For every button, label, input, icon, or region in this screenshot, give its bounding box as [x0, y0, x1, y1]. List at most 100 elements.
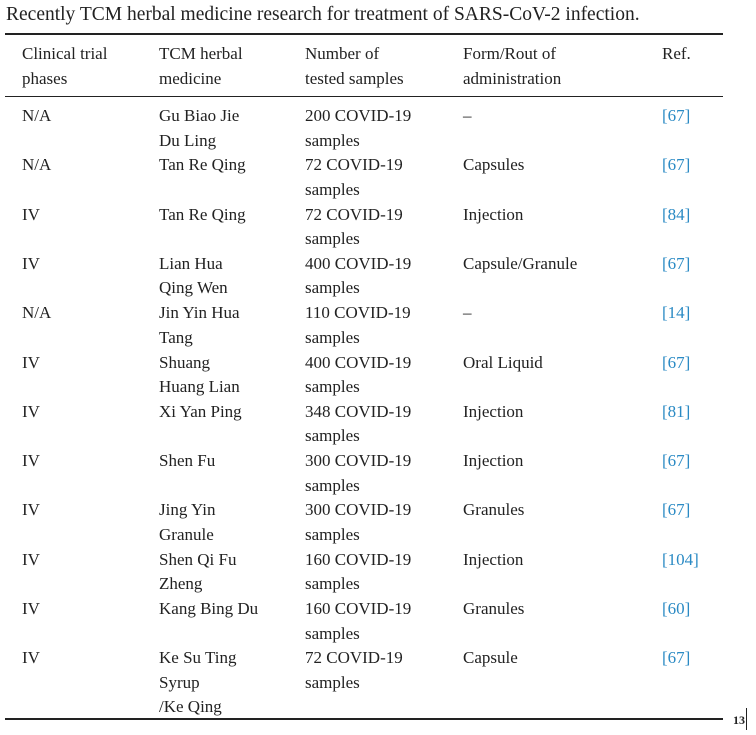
cell-line: Capsule/Granule [463, 253, 578, 273]
table-cell: [14] [662, 301, 690, 326]
cell-line: 72 COVID-19 [305, 204, 403, 224]
cell-line: Shuang [159, 352, 210, 372]
cell-line: phases [22, 68, 68, 88]
table-cell: [67] [662, 351, 690, 376]
table-cell: Gu Biao Jie Du Ling [159, 104, 239, 153]
cell-line: – [463, 303, 472, 323]
table-cell: [81] [662, 400, 690, 425]
cell-line: tested samples [305, 68, 404, 88]
table-cell: IV [22, 548, 40, 573]
table-cell: [67] [662, 646, 690, 671]
table-cell: Shuang Huang Lian [159, 351, 240, 400]
table-cell: IV [22, 351, 40, 376]
table-cell: IV [22, 597, 40, 622]
cell-line: [14] [662, 303, 691, 323]
table-cell: N/A [22, 153, 51, 178]
cell-line: Injection [463, 549, 524, 569]
table-cell: N/A [22, 301, 51, 326]
table-cell: Ref. [662, 42, 691, 67]
bottom-rule [5, 718, 723, 720]
cell-line: Qing Wen [159, 278, 228, 298]
cell-line: Du Ling [159, 130, 217, 150]
cell-line: 110 COVID-19 [305, 303, 411, 323]
cell-line: [104] [662, 549, 699, 569]
cell-line: Tang [159, 327, 193, 347]
cell-line: IV [22, 648, 40, 668]
cell-line: Granule [159, 524, 214, 544]
cell-line: Injection [463, 401, 524, 421]
cell-line: IV [22, 549, 40, 569]
table-caption: Recently TCM herbal medicine research fo… [6, 4, 640, 25]
cell-line: N/A [22, 106, 52, 125]
table-cell: [60] [662, 597, 690, 622]
cell-line: samples [305, 130, 360, 150]
table-cell: IV [22, 646, 40, 671]
table-cell: Tan Re Qing [159, 203, 246, 228]
table-cell: – [463, 301, 472, 326]
table-cell: 160 COVID-19 samples [305, 597, 411, 646]
cell-line: Granules [463, 500, 525, 520]
cell-line: Number of [305, 44, 380, 63]
cell-line: Granules [463, 599, 525, 618]
table-cell: Shen Fu [159, 449, 215, 474]
cell-line: Kang Bing Du [159, 599, 259, 618]
table-cell: Capsule [463, 646, 518, 671]
table-cell: [67] [662, 498, 690, 523]
cell-line: Huang Lian [159, 377, 240, 396]
cell-line: Form/Rout of [463, 44, 557, 63]
table-cell: 400 COVID-19 samples [305, 252, 411, 301]
cell-line: Jin Yin Hua [159, 303, 240, 323]
cell-line: 400 COVID-19 [305, 253, 412, 273]
cell-line: IV [22, 500, 40, 520]
table-cell: IV [22, 498, 40, 523]
cell-line: [67] [662, 500, 691, 520]
cell-line: 300 COVID-19 [305, 500, 412, 520]
table-cell: 72 COVID-19 samples [305, 153, 403, 202]
cell-line: administration [463, 68, 562, 88]
cell-line: /Ke Qing [159, 697, 222, 717]
table-cell: IV [22, 449, 40, 474]
cell-line: Injection [463, 451, 524, 471]
cell-line: [81] [662, 401, 691, 421]
cell-line: samples [305, 179, 360, 199]
table-cell: Capsules [463, 153, 524, 178]
cell-line: [67] [662, 648, 691, 668]
table-cell: Shen Qi Fu Zheng [159, 548, 236, 597]
cell-line: IV [22, 401, 40, 421]
cell-line: Tan Re Qing [159, 204, 246, 224]
table-cell: 72 COVID-19 samples [305, 203, 403, 252]
table-cell: Kang Bing Du [159, 597, 258, 622]
cell-line: IV [22, 451, 40, 471]
cell-line: IV [22, 352, 40, 372]
cell-line: [67] [662, 253, 691, 273]
cell-line: IV [22, 599, 40, 618]
cell-line: [67] [662, 451, 691, 471]
cell-line: Capsules [463, 155, 525, 175]
cell-line: Jing Yin [159, 500, 216, 520]
table-cell: IV [22, 400, 40, 425]
header-rule [5, 96, 723, 97]
cell-line: Injection [463, 204, 524, 224]
cell-line: 400 COVID-19 [305, 352, 412, 372]
table-cell: 400 COVID-19 samples [305, 351, 411, 400]
table-cell: Capsule/Granule [463, 252, 577, 277]
cell-line: Syrup [159, 672, 200, 692]
table-cell: Injection [463, 400, 523, 425]
cell-line: samples [305, 623, 360, 643]
table-cell: Ke Su Ting Syrup/Ke Qing [159, 646, 236, 720]
table-cell: [67] [662, 153, 690, 178]
cell-line: Lian Hua [159, 253, 223, 273]
table-cell: [67] [662, 252, 690, 277]
table-cell: Number of tested samples [305, 42, 404, 91]
cell-line: TCM herbal [159, 44, 243, 63]
cell-line: samples [305, 524, 360, 544]
cell-line: samples [305, 574, 360, 594]
table-cell: 200 COVID-19 samples [305, 104, 411, 153]
cell-line: Shen Fu [159, 451, 216, 471]
table-cell: Lian Hua Qing Wen [159, 252, 228, 301]
table-cell: Oral Liquid [463, 351, 543, 376]
table-cell: Jing Yin Granule [159, 498, 216, 547]
cell-line: 200 COVID-19 [305, 106, 412, 125]
table-cell: Injection [463, 449, 523, 474]
